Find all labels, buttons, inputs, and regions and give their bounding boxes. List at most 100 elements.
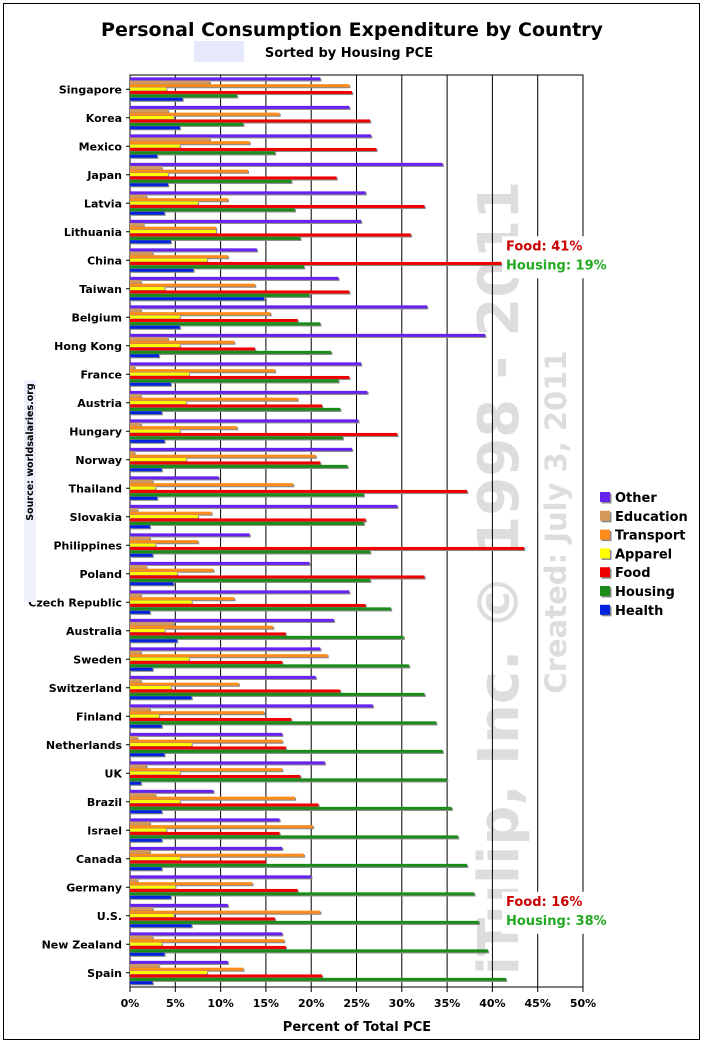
bar — [130, 810, 162, 814]
bar — [130, 935, 153, 939]
bar — [130, 774, 301, 778]
category-label: Philippines — [53, 539, 122, 552]
x-tick-label: 35% — [434, 997, 460, 1010]
bar — [130, 322, 321, 326]
bar — [130, 977, 506, 981]
bar — [130, 382, 171, 386]
bar — [130, 261, 502, 265]
x-tick-label: 25% — [343, 997, 369, 1010]
bar — [130, 590, 350, 594]
bar — [130, 461, 321, 465]
bar — [130, 600, 192, 604]
bar — [130, 226, 217, 230]
bar — [130, 582, 174, 586]
bar — [130, 597, 235, 601]
legend-label: Health — [615, 604, 663, 619]
bar — [130, 853, 304, 857]
bar — [130, 828, 167, 832]
x-tick-label: 50% — [570, 997, 596, 1010]
bar — [130, 625, 274, 629]
category-label: Canada — [76, 853, 122, 866]
bar — [130, 375, 350, 379]
chart-title: Personal Consumption Expenditure by Coun… — [101, 19, 604, 41]
bar — [130, 778, 448, 782]
bar — [130, 920, 479, 924]
category-label: Sweden — [73, 653, 122, 666]
category-label: U.S. — [97, 910, 122, 923]
category-label: New Zealand — [42, 938, 122, 951]
bar — [130, 154, 158, 158]
bar — [130, 789, 214, 793]
bar — [130, 857, 180, 861]
created-text: Created: July 3, 2011 — [539, 350, 573, 693]
bar — [130, 439, 165, 443]
bar — [130, 486, 156, 490]
bar — [130, 265, 304, 269]
bar — [130, 426, 237, 430]
bar — [130, 882, 253, 886]
bar — [130, 344, 180, 348]
category-label: France — [81, 368, 122, 381]
bar — [130, 290, 350, 294]
category-label: Lithuania — [64, 226, 122, 239]
bar — [130, 483, 294, 487]
bar — [130, 112, 280, 116]
bar — [130, 476, 219, 480]
bar — [130, 126, 180, 130]
bar — [130, 350, 332, 354]
bar — [130, 971, 208, 975]
bar — [130, 888, 298, 892]
bar — [130, 850, 150, 854]
bar — [130, 910, 321, 914]
bar — [130, 632, 286, 636]
bar — [130, 354, 159, 358]
bar — [130, 191, 366, 195]
bar — [130, 753, 165, 757]
bar — [130, 835, 458, 839]
bar — [130, 283, 256, 287]
category-label: Taiwan — [79, 283, 122, 296]
bar — [130, 422, 141, 426]
bar — [130, 575, 425, 579]
category-label: Czech Republic — [28, 596, 122, 609]
legend-swatch — [600, 586, 610, 596]
legend-label: Transport — [615, 529, 685, 544]
subtitle-highlight — [194, 41, 244, 62]
bar — [130, 543, 156, 547]
bar — [130, 550, 371, 554]
bar — [130, 860, 266, 864]
bar — [130, 451, 135, 455]
bar — [130, 647, 321, 651]
bar — [130, 144, 180, 148]
category-label: Japan — [86, 169, 122, 182]
x-tick-label: 30% — [389, 997, 415, 1010]
bar — [130, 211, 165, 215]
legend-swatch — [600, 492, 610, 502]
legend-swatch — [600, 604, 610, 615]
bar — [130, 468, 162, 472]
bar — [130, 689, 341, 693]
category-label: Finland — [76, 710, 122, 723]
bar — [130, 407, 341, 411]
bar — [130, 761, 325, 765]
bar — [130, 914, 174, 918]
bar — [130, 675, 316, 679]
bar — [130, 419, 359, 423]
category-label: Austria — [77, 397, 122, 410]
bar — [130, 429, 180, 433]
bar — [130, 208, 295, 212]
bar — [130, 521, 364, 525]
bar — [130, 194, 147, 198]
bar — [130, 464, 348, 468]
bar — [130, 717, 292, 721]
bar — [130, 496, 158, 500]
bar — [130, 223, 144, 227]
bar — [130, 867, 162, 871]
bar — [130, 724, 162, 728]
bar — [130, 109, 169, 113]
bar — [130, 768, 283, 772]
bar — [130, 162, 443, 166]
bar — [130, 639, 178, 643]
bar — [130, 714, 159, 718]
